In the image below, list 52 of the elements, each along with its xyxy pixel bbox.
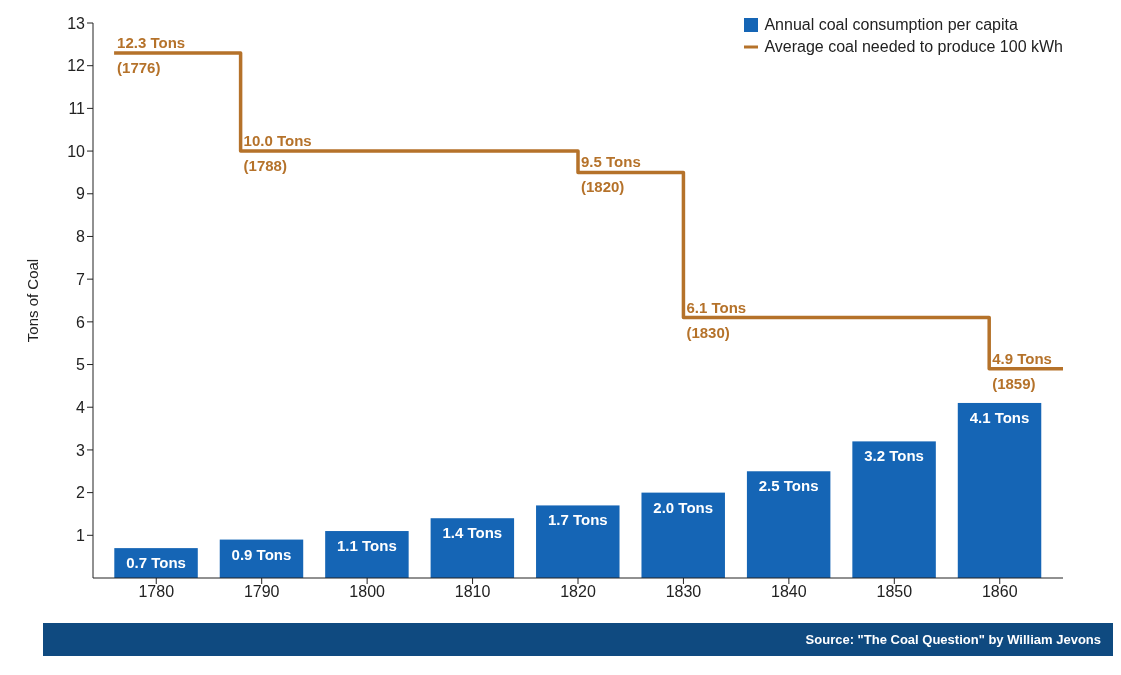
- y-tick-label: 8: [76, 228, 86, 246]
- y-tick-label: 4: [76, 398, 86, 416]
- data-label: 9.5 Tons: [581, 153, 641, 171]
- bar: [957, 402, 1042, 578]
- data-label: 6.1 Tons: [686, 298, 747, 316]
- x-tick-label: 1840: [771, 583, 807, 601]
- data-label: 1.7 Tons: [547, 511, 608, 529]
- y-tick-label: 12: [67, 57, 86, 75]
- data-label: 4.9 Tons: [992, 349, 1052, 367]
- y-tick-label: 5: [76, 356, 86, 374]
- data-label: 4.1 Tons: [969, 408, 1030, 426]
- annotation: (1859): [992, 374, 1036, 392]
- data-label: 0.7 Tons: [126, 554, 186, 572]
- x-tick-label: 1860: [981, 583, 1018, 601]
- y-tick-label: 3: [76, 441, 86, 459]
- data-label: 10.0 Tons: [243, 132, 312, 150]
- x-tick-label: 1790: [243, 583, 280, 601]
- annotation: (1820): [581, 178, 625, 196]
- x-tick-label: 1800: [349, 583, 386, 601]
- data-label: 3.2 Tons: [864, 447, 924, 465]
- x-tick-label: 1850: [876, 583, 913, 601]
- bar: [746, 471, 831, 578]
- y-tick-label: 6: [76, 313, 86, 331]
- bar: [325, 531, 409, 578]
- source-note: Source: "The Coal Question" by William Jevons: [43, 623, 1113, 656]
- data-label: 12.3 Tons: [117, 33, 186, 51]
- y-axis-title: Tons of Coal: [24, 258, 42, 343]
- bar: [641, 492, 725, 578]
- y-tick-label: 11: [68, 100, 86, 118]
- y-tick-label: 1: [76, 526, 86, 544]
- y-tick-label: 7: [76, 270, 86, 288]
- annotation: (1830): [686, 323, 730, 341]
- legend-label: Average coal needed to produce 100 kWh: [764, 37, 1063, 57]
- y-tick-label: 10: [67, 142, 86, 160]
- annotation: (1776): [117, 58, 161, 76]
- legend-label: Annual coal consumption per capita: [764, 15, 1018, 35]
- x-tick-label: 1810: [454, 583, 491, 601]
- data-label: 2.5 Tons: [758, 477, 819, 495]
- data-label: 1.1 Tons: [337, 537, 397, 555]
- annotation: (1788): [243, 157, 287, 175]
- x-tick-label: 1830: [665, 583, 702, 601]
- bar: [852, 441, 936, 578]
- y-tick-label: 9: [76, 185, 86, 203]
- data-label: 0.9 Tons: [231, 545, 292, 563]
- y-tick-label: 2: [76, 484, 86, 502]
- data-label: 1.4 Tons: [442, 524, 503, 542]
- y-tick-label: 13: [67, 14, 86, 32]
- x-tick-label: 1820: [560, 583, 596, 601]
- bar: [430, 518, 515, 578]
- data-label: 2.0 Tons: [653, 498, 714, 516]
- x-tick-label: 1780: [138, 583, 175, 601]
- bar: [536, 505, 620, 578]
